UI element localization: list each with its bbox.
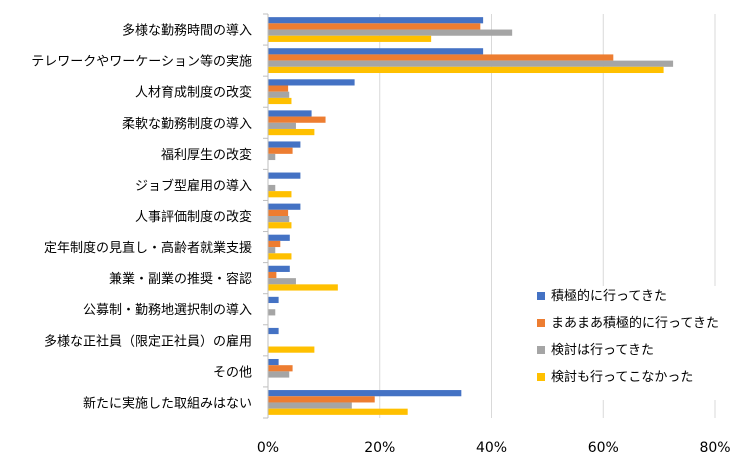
bar	[268, 85, 289, 92]
legend-background	[531, 286, 736, 400]
x-tick-label: 60%	[588, 440, 619, 456]
axes	[263, 13, 269, 419]
bar	[268, 396, 375, 403]
category-label: 兼業・副業の推奨・容認	[109, 271, 252, 287]
bar	[268, 408, 408, 415]
category-label: 定年制度の見直し・高齢者就業支援	[44, 240, 252, 256]
bar	[268, 29, 513, 36]
category-label: 公募制・勤務地選択制の導入	[83, 303, 252, 318]
x-tick-label: 20%	[364, 440, 395, 456]
category-labels: 多様な勤務時間の導入テレワークやワーケーション等の実施人材育成制度の改変柔軟な勤…	[31, 23, 252, 412]
bar	[268, 216, 290, 223]
bar	[268, 247, 276, 254]
category-label: 人事評価制度の改変	[135, 209, 252, 225]
bar	[268, 271, 277, 279]
category-label: 人材育成制度の改変	[135, 85, 252, 101]
category-label: その他	[213, 365, 252, 380]
bar	[268, 240, 281, 248]
x-tick-label: 40%	[476, 440, 507, 456]
bar	[268, 390, 462, 397]
bar	[268, 60, 674, 67]
bar	[268, 365, 293, 372]
bar	[268, 116, 326, 123]
category-label: 新たに実施した取組みはない	[83, 395, 252, 411]
bar	[268, 402, 352, 409]
legend-label: まあまあ積極的に行ってきた	[551, 315, 719, 331]
bar	[268, 284, 338, 291]
category-label: ジョブ型雇用の導入	[135, 178, 252, 194]
bar	[268, 296, 279, 304]
bar	[268, 278, 296, 285]
bar	[268, 265, 290, 272]
legend-label: 積極的に行ってきた	[551, 288, 667, 304]
bar	[268, 346, 315, 353]
bar	[268, 309, 276, 316]
category-label: 多様な正社員（限定正社員）の雇用	[44, 333, 252, 349]
bar	[268, 128, 315, 136]
bar	[268, 209, 289, 216]
bar	[268, 147, 293, 154]
bar	[268, 191, 292, 198]
bar	[268, 141, 301, 148]
legend-label: 検討も行ってこなかった	[551, 369, 693, 385]
bar	[268, 66, 664, 74]
bar	[268, 48, 484, 55]
bar	[268, 35, 432, 42]
bar	[268, 23, 481, 30]
bar	[268, 79, 355, 86]
bar	[268, 54, 614, 61]
bar	[268, 110, 312, 117]
category-label: 福利厚生の改変	[161, 147, 252, 163]
bar	[268, 327, 279, 335]
bar	[268, 172, 301, 179]
category-label: 多様な勤務時間の導入	[122, 23, 252, 39]
category-label: 柔軟な勤務制度の導入	[122, 116, 252, 132]
bars	[268, 17, 674, 415]
bar	[268, 358, 279, 366]
legend-swatch	[537, 346, 545, 354]
bar	[268, 122, 296, 129]
x-tick-label: 80%	[699, 440, 730, 456]
bar	[268, 97, 292, 105]
bar	[268, 253, 292, 260]
category-label: テレワークやワーケーション等の実施	[31, 54, 252, 70]
bar	[268, 222, 292, 229]
tick-labels: 0% 20% 40% 60% 80%	[257, 440, 731, 456]
bar	[268, 91, 290, 98]
legend-swatch	[537, 292, 545, 300]
legend-swatch	[537, 319, 545, 327]
bar	[268, 203, 301, 210]
bar	[268, 17, 484, 24]
bar	[268, 184, 276, 192]
bar	[268, 234, 290, 241]
legend-label: 検討は行ってきた	[551, 342, 654, 358]
bar	[268, 371, 290, 378]
legend-swatch	[537, 373, 545, 381]
x-tick-label: 0%	[257, 440, 279, 456]
legend: 積極的に行ってきたまあまあ積極的に行ってきた検討は行ってきた検討も行ってこなかっ…	[531, 286, 736, 400]
bar	[268, 153, 276, 161]
